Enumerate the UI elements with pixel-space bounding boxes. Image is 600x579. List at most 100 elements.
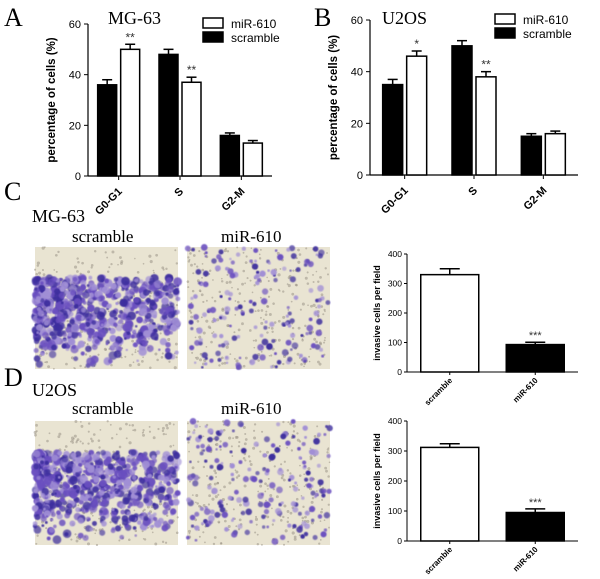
membrane-pore <box>252 446 256 450</box>
stained-cell <box>148 281 152 285</box>
stained-cell <box>98 512 103 516</box>
membrane-pore <box>303 485 306 488</box>
membrane-pore <box>84 353 88 356</box>
stained-cell <box>192 480 199 487</box>
membrane-pore <box>161 352 164 355</box>
stained-cell <box>117 314 122 318</box>
bar-mir-610-s <box>475 76 497 176</box>
membrane-pore <box>77 261 80 264</box>
membrane-pore <box>272 302 275 305</box>
stained-cell <box>211 258 217 264</box>
membrane-pore <box>196 420 200 423</box>
membrane-pore <box>243 484 247 488</box>
membrane-pore <box>220 280 224 283</box>
stained-cell <box>64 471 67 475</box>
membrane-pore <box>271 330 274 333</box>
stained-cell <box>141 460 150 469</box>
legend-label: miR-610 <box>523 13 569 27</box>
membrane-pore <box>172 444 175 447</box>
membrane-pore <box>324 310 326 313</box>
membrane-pore <box>174 342 178 346</box>
stained-cell <box>289 276 296 283</box>
stained-cell <box>221 511 229 518</box>
stained-cell <box>163 496 168 502</box>
stained-cell <box>125 317 132 324</box>
membrane-pore <box>200 316 203 319</box>
stained-cell <box>184 245 191 252</box>
membrane-pore <box>76 270 79 273</box>
stained-cell <box>89 527 94 532</box>
stained-cell <box>218 445 222 448</box>
membrane-pore <box>38 444 41 447</box>
stained-cell <box>48 350 57 359</box>
stained-cell <box>229 324 232 328</box>
stained-cell <box>108 469 115 476</box>
stained-cell <box>49 308 53 312</box>
membrane-pore <box>196 279 200 283</box>
membrane-pore <box>317 280 320 284</box>
membrane-pore <box>70 356 74 360</box>
stained-cell <box>219 316 223 320</box>
stained-cell <box>157 474 165 481</box>
stained-cell <box>207 514 215 522</box>
membrane-pore <box>74 419 78 423</box>
membrane-pore <box>47 365 51 369</box>
stained-cell <box>49 474 56 481</box>
stained-cell <box>165 347 171 354</box>
membrane-pore <box>254 339 258 342</box>
stained-cell <box>123 295 130 302</box>
membrane-pore <box>87 422 91 425</box>
stained-cell <box>270 269 277 276</box>
stained-cell <box>289 269 292 272</box>
stained-cell <box>163 469 171 476</box>
stained-cell <box>94 339 100 345</box>
stained-cell <box>273 277 278 283</box>
stained-cell <box>237 420 244 428</box>
stained-cell <box>168 519 174 525</box>
membrane-pore <box>201 263 204 265</box>
membrane-pore <box>223 361 227 365</box>
stained-cell <box>106 304 111 309</box>
membrane-pore <box>212 279 214 281</box>
membrane-pore <box>224 519 227 523</box>
stained-cell <box>153 328 158 333</box>
stained-cell <box>77 532 84 539</box>
stained-cell <box>253 441 259 447</box>
stained-cell <box>45 515 49 518</box>
membrane-pore <box>79 440 82 443</box>
membrane-pore <box>235 359 239 363</box>
membrane-pore <box>155 253 159 257</box>
membrane-pore <box>99 428 102 431</box>
chart-b-cell-cycle-u2os: 0 20 40 60 percentage of cells (%) G0-G1 * S ** G… <box>328 13 578 216</box>
membrane-pore <box>128 538 131 542</box>
stained-cell <box>190 524 195 528</box>
stained-cell <box>128 288 136 295</box>
stained-cell <box>189 514 196 521</box>
membrane-pore <box>293 537 297 541</box>
stained-cell <box>229 463 235 469</box>
stained-cell <box>204 362 208 366</box>
membrane-pore <box>290 300 293 303</box>
membrane-pore <box>305 247 308 250</box>
membrane-pore <box>257 359 260 362</box>
membrane-pore <box>134 529 138 533</box>
stained-cell <box>154 291 161 297</box>
stained-cell <box>74 451 82 458</box>
stained-cell <box>284 321 289 326</box>
stained-cell <box>297 511 302 516</box>
stained-cell <box>53 297 58 302</box>
membrane-pore <box>104 251 107 254</box>
membrane-pore <box>55 270 58 273</box>
membrane-pore <box>202 300 205 304</box>
membrane-pore <box>312 280 315 283</box>
stained-cell <box>323 432 327 436</box>
membrane-pore <box>191 466 195 470</box>
membrane-pore <box>271 507 273 510</box>
stained-cell <box>84 313 89 318</box>
stained-cell <box>110 342 119 351</box>
stained-cell <box>111 455 115 459</box>
panel-d-mir610-label: miR-610 <box>221 399 281 418</box>
stained-cell <box>202 270 209 277</box>
membrane-pore <box>205 474 209 478</box>
stained-cell <box>260 297 268 305</box>
